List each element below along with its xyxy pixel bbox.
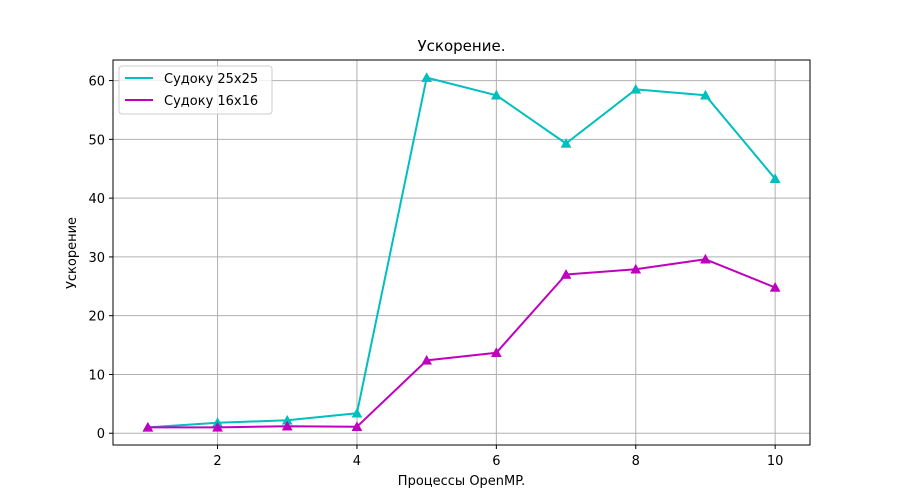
series-line: [147, 76, 776, 429]
y-tick-label: 40: [88, 192, 105, 207]
data-point-marker: [769, 173, 781, 183]
series-line: [147, 258, 776, 429]
data-point-marker: [281, 420, 293, 431]
axis-ticks: 2 4 6 8 10 0 10 20 30 40 50 60: [88, 75, 783, 469]
legend-box: [118, 65, 273, 115]
data-point-marker: [700, 253, 711, 264]
series-group: [142, 72, 781, 432]
data-point-marker: [421, 354, 433, 365]
x-tick-label: 4: [353, 454, 361, 469]
data-point-marker: [490, 347, 502, 357]
data-point-marker: [212, 421, 223, 432]
y-tick-label: 60: [88, 75, 105, 90]
y-tick-label: 30: [88, 251, 105, 266]
data-point-marker: [700, 89, 711, 100]
data-point-marker: [142, 421, 154, 432]
x-tick-label: 10: [767, 454, 784, 469]
data-point-marker: [351, 421, 363, 432]
chart-title: Ускорение.: [418, 37, 506, 55]
series-2: [142, 253, 781, 432]
data-point-marker: [351, 407, 363, 418]
legend-label-series-2: Судоку 16x16: [164, 94, 258, 109]
x-tick-label: 6: [492, 454, 500, 469]
y-tick-label: 20: [88, 310, 105, 325]
x-tick-label: 8: [632, 454, 640, 469]
series-1: [142, 72, 781, 432]
data-point-marker: [560, 137, 572, 148]
legend-label-series-1: Судоку 25x25: [164, 72, 258, 87]
data-point-marker: [490, 89, 502, 100]
x-axis-title: Процессы OpenMP.: [398, 474, 525, 489]
legend: Судоку 25x25 Судоку 16x16: [118, 65, 273, 115]
y-tick-label: 10: [88, 368, 105, 383]
x-tick-label: 2: [213, 454, 221, 469]
plot-area-frame: [112, 59, 811, 446]
y-tick-label: 0: [97, 427, 105, 442]
data-point-marker: [560, 269, 572, 279]
y-tick-label: 50: [88, 133, 105, 148]
grid: [113, 60, 810, 445]
data-point-marker: [769, 281, 781, 292]
data-point-marker: [630, 83, 642, 94]
y-axis-title: Ускорение: [65, 217, 80, 289]
data-point-marker: [421, 72, 433, 82]
data-point-marker: [630, 263, 642, 274]
